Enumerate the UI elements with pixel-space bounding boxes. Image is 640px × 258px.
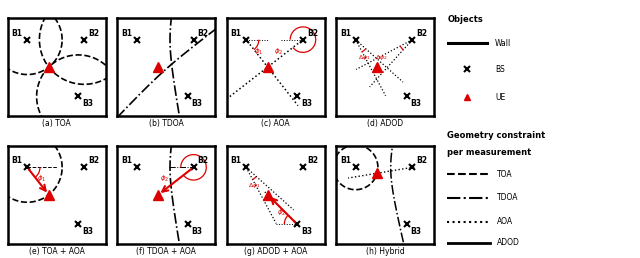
X-axis label: (d) ADOD: (d) ADOD — [367, 119, 403, 128]
Text: B1: B1 — [12, 156, 22, 165]
X-axis label: (b) TDOA: (b) TDOA — [148, 119, 184, 128]
Text: B1: B1 — [340, 29, 351, 38]
Text: $\Delta\phi_1$: $\Delta\phi_1$ — [358, 53, 371, 62]
Text: B2: B2 — [417, 156, 428, 165]
Text: B3: B3 — [301, 227, 312, 236]
Text: Wall: Wall — [495, 39, 511, 48]
X-axis label: (f) TDOA + AOA: (f) TDOA + AOA — [136, 247, 196, 256]
Text: B3: B3 — [82, 227, 93, 236]
Text: B1: B1 — [121, 156, 132, 165]
Text: B3: B3 — [191, 227, 203, 236]
Text: B1: B1 — [340, 156, 351, 165]
X-axis label: (g) ADOD + AOA: (g) ADOD + AOA — [244, 247, 307, 256]
Text: B3: B3 — [191, 99, 203, 108]
Text: BS: BS — [495, 65, 505, 74]
Text: $\Delta\phi_2$: $\Delta\phi_2$ — [375, 53, 388, 62]
Text: B2: B2 — [307, 156, 318, 165]
Text: TDOA: TDOA — [497, 193, 518, 202]
Text: B2: B2 — [88, 156, 99, 165]
Text: B2: B2 — [88, 29, 99, 38]
Text: AOA: AOA — [497, 217, 513, 226]
Text: TOA: TOA — [497, 170, 512, 179]
X-axis label: (e) TOA + AOA: (e) TOA + AOA — [29, 247, 84, 256]
Text: Geometry constraint: Geometry constraint — [447, 131, 546, 140]
Text: B3: B3 — [410, 99, 422, 108]
X-axis label: (h) Hybrid: (h) Hybrid — [365, 247, 404, 256]
Text: B1: B1 — [12, 29, 22, 38]
Text: Objects: Objects — [447, 15, 483, 24]
Text: per measurement: per measurement — [447, 148, 532, 157]
Text: $\phi_2$: $\phi_2$ — [273, 46, 283, 57]
Text: $\phi_1$: $\phi_1$ — [254, 46, 263, 57]
Text: B1: B1 — [121, 29, 132, 38]
Text: ADOD: ADOD — [497, 238, 520, 247]
X-axis label: (c) AOA: (c) AOA — [261, 119, 290, 128]
X-axis label: (a) TOA: (a) TOA — [42, 119, 71, 128]
Text: B1: B1 — [230, 29, 241, 38]
Text: $\phi_1$: $\phi_1$ — [37, 174, 46, 184]
Text: B2: B2 — [307, 29, 318, 38]
Text: $\Delta\phi_1$: $\Delta\phi_1$ — [248, 181, 261, 190]
Text: B2: B2 — [417, 29, 428, 38]
Text: B2: B2 — [198, 156, 209, 165]
Text: B2: B2 — [198, 29, 209, 38]
Text: B3: B3 — [410, 227, 422, 236]
Text: B1: B1 — [230, 156, 241, 165]
Text: UE: UE — [495, 93, 506, 102]
Text: B3: B3 — [301, 99, 312, 108]
Text: $\phi_2$: $\phi_2$ — [160, 174, 170, 184]
Text: $\phi_2$: $\phi_2$ — [278, 207, 287, 217]
Text: B3: B3 — [82, 99, 93, 108]
